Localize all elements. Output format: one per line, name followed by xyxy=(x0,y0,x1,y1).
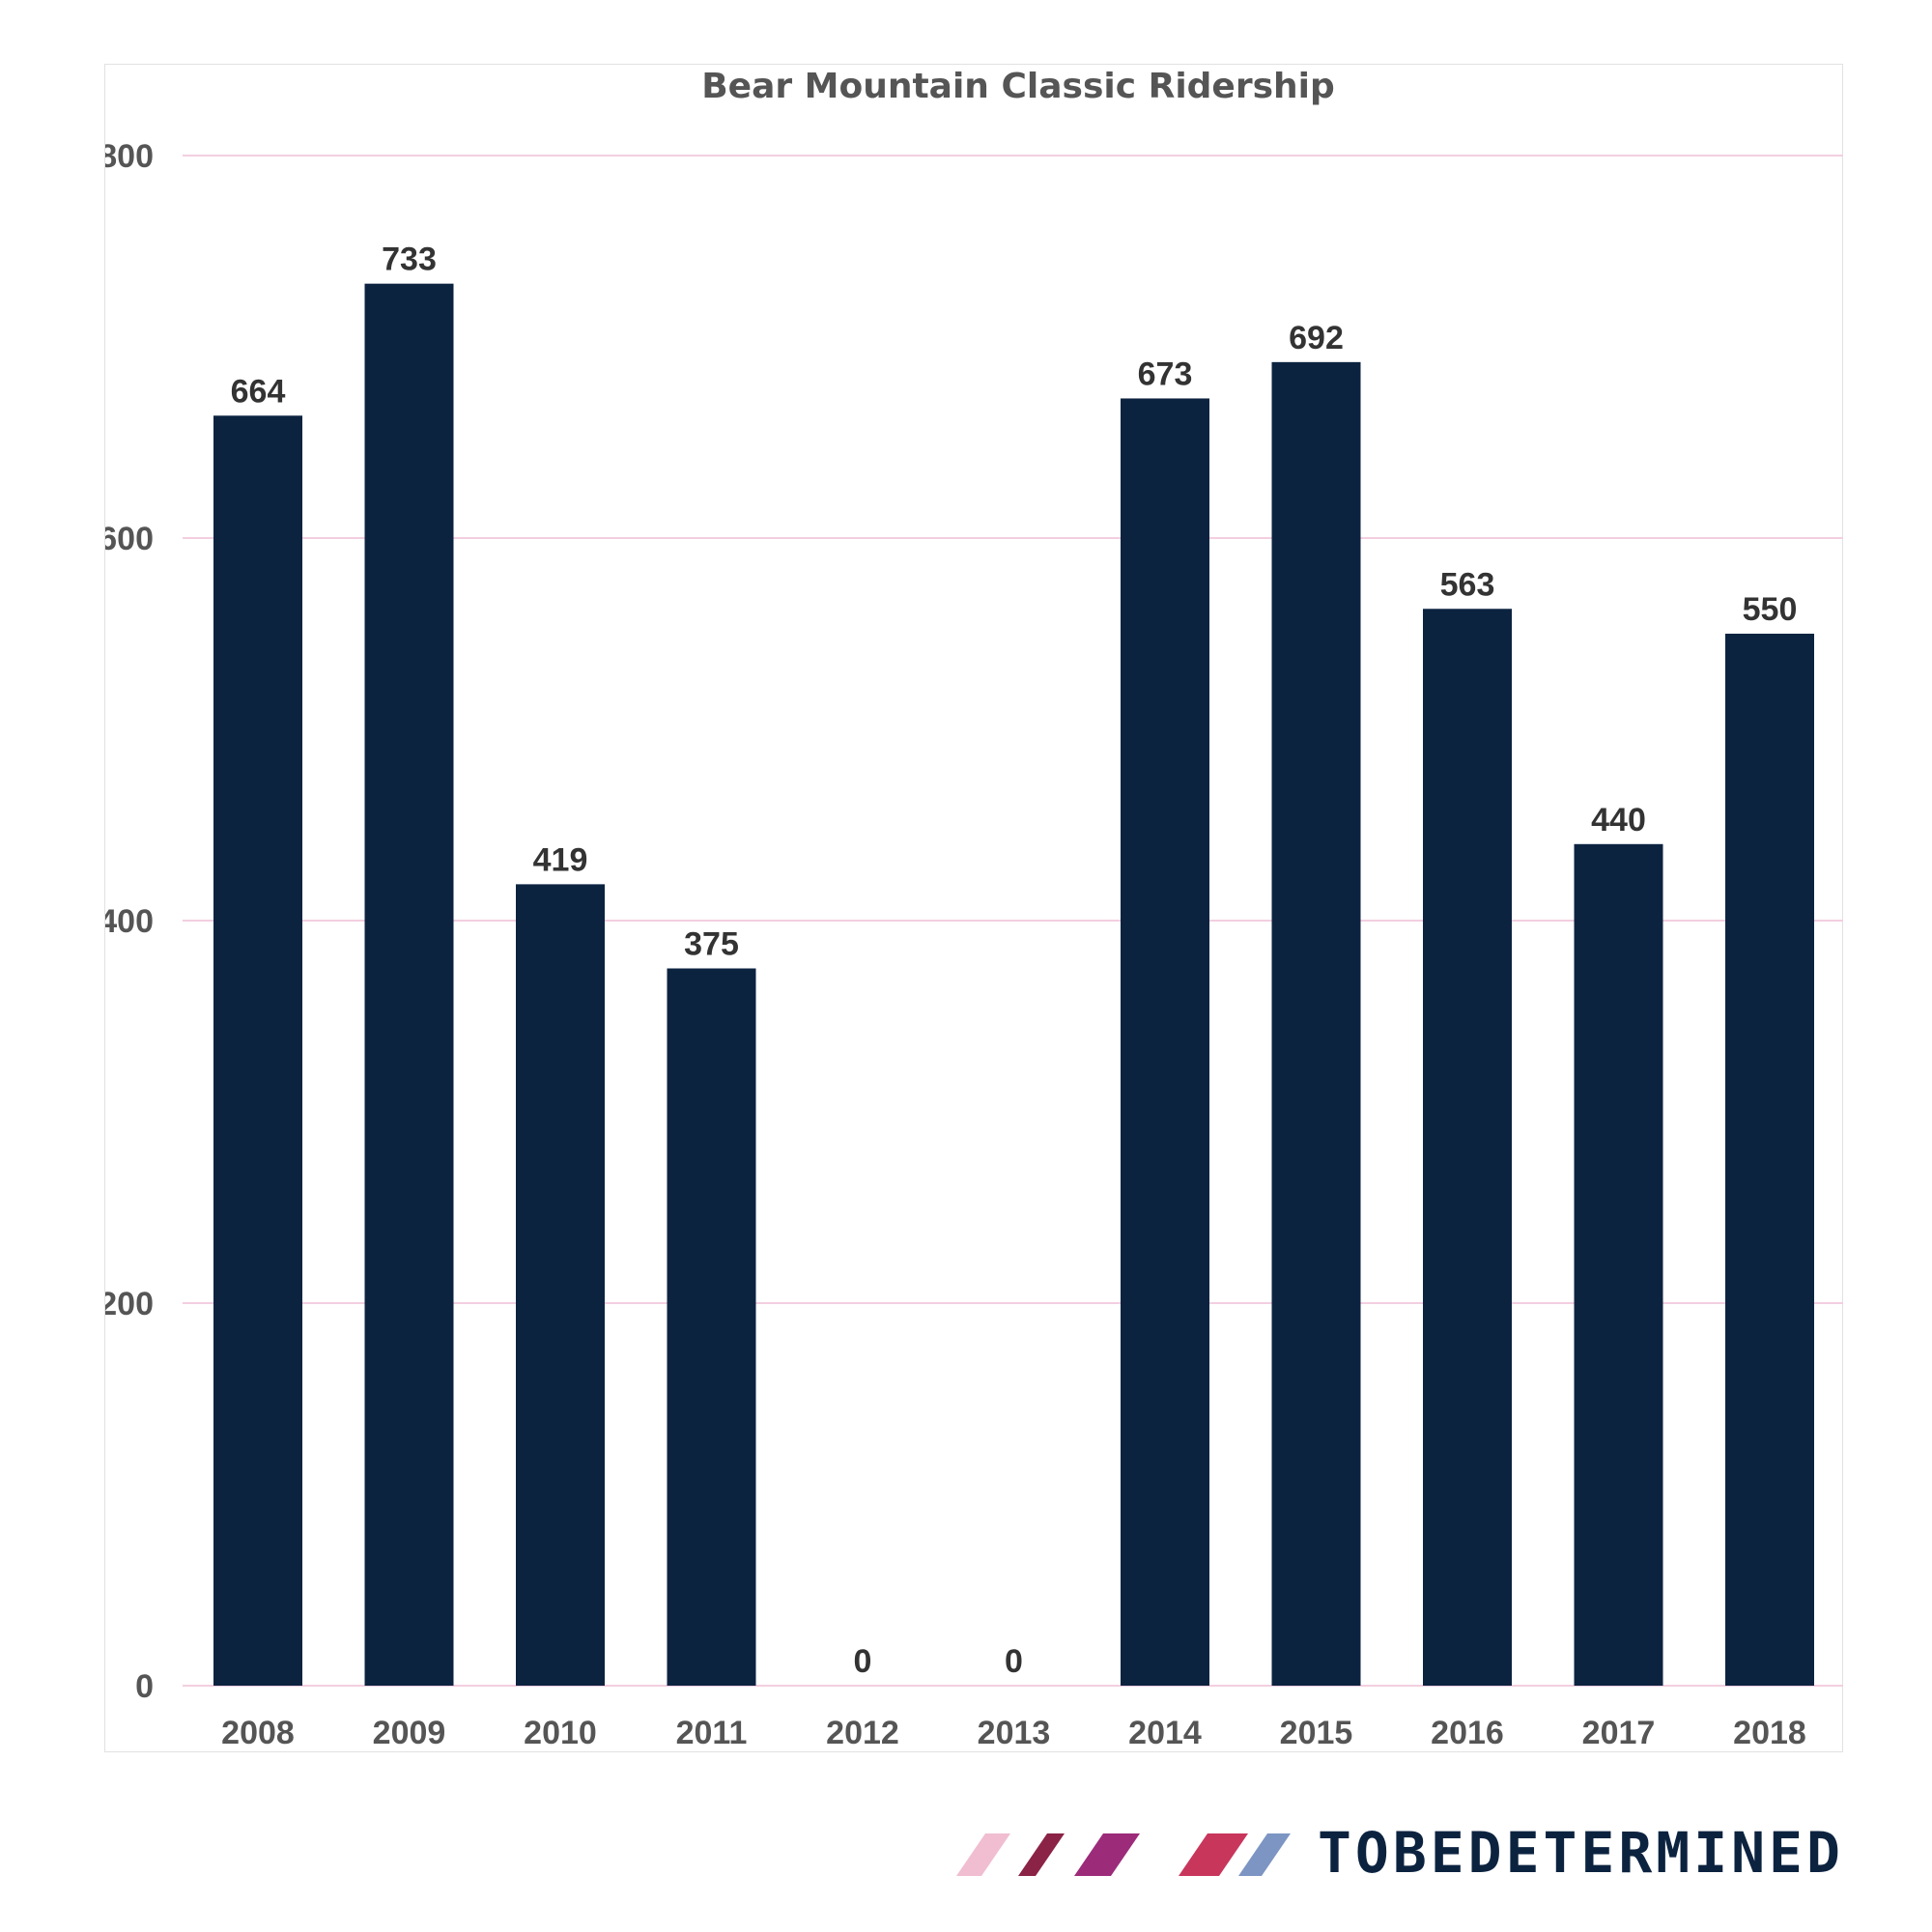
data-labels: 664 733 419 375 0 0 673 692 563 440 550 xyxy=(231,242,1798,1680)
bar-2018 xyxy=(1725,634,1814,1686)
y-axis-ticks: 0 200 400 600 800 xyxy=(105,138,154,1705)
y-tick-label: 800 xyxy=(105,138,154,175)
gridlines xyxy=(183,155,1843,1687)
bar-2010 xyxy=(516,884,605,1686)
bar-2016 xyxy=(1423,609,1512,1686)
data-label-2017: 440 xyxy=(1591,802,1646,838)
data-label-2016: 563 xyxy=(1440,566,1495,603)
y-tick-label: 400 xyxy=(105,903,154,940)
x-axis-ticks: 2008 2009 2010 2011 2012 2013 2014 2015 2016 2017… xyxy=(221,1715,1806,1751)
x-tick-label-2010: 2010 xyxy=(524,1715,597,1751)
x-tick-label-2018: 2018 xyxy=(1733,1715,1806,1751)
y-tick-label: 0 xyxy=(135,1668,154,1705)
bar-2009 xyxy=(364,283,454,1686)
bar-2015 xyxy=(1271,361,1361,1687)
data-label-2013: 0 xyxy=(1005,1643,1023,1680)
x-tick-label-2015: 2015 xyxy=(1280,1715,1353,1751)
y-tick-label: 600 xyxy=(105,521,154,557)
data-label-2009: 733 xyxy=(382,242,437,278)
bar-chart: Bear Mountain Classic Ridership 0 200 400 6… xyxy=(105,67,1843,1751)
data-label-2014: 673 xyxy=(1138,355,1193,392)
data-label-2018: 550 xyxy=(1743,591,1798,628)
brand-stripe xyxy=(956,1833,1010,1876)
x-tick-label-2008: 2008 xyxy=(221,1715,295,1751)
brand-stripe xyxy=(1018,1833,1065,1876)
data-label-2011: 375 xyxy=(684,926,739,963)
brand-logo: TOBEDETERMINED.CC xyxy=(956,1820,1855,1886)
brand-stripe xyxy=(1074,1833,1140,1876)
brand-stripes xyxy=(956,1833,1291,1876)
data-label-2015: 692 xyxy=(1289,320,1344,356)
x-tick-label-2017: 2017 xyxy=(1582,1715,1656,1751)
x-tick-label-2009: 2009 xyxy=(373,1715,446,1751)
brand-stripe xyxy=(1238,1833,1291,1876)
brand-stripe xyxy=(1179,1833,1248,1876)
bars xyxy=(213,283,1814,1687)
x-tick-label-2014: 2014 xyxy=(1128,1715,1202,1751)
bar-2011 xyxy=(667,968,756,1686)
chart-title: Bear Mountain Classic Ridership xyxy=(701,67,1335,106)
bar-2008 xyxy=(213,415,302,1686)
data-label-2008: 664 xyxy=(231,373,286,410)
data-label-2012: 0 xyxy=(854,1643,872,1680)
x-tick-label-2013: 2013 xyxy=(978,1715,1051,1751)
brand-text: TOBEDETERMINED.CC xyxy=(1318,1820,1855,1886)
data-label-2010: 419 xyxy=(533,841,588,878)
bar-2014 xyxy=(1121,398,1209,1687)
x-tick-label-2011: 2011 xyxy=(676,1715,748,1751)
bar-2017 xyxy=(1574,843,1663,1686)
chart-frame: Bear Mountain Classic Ridership 0 200 400 6… xyxy=(104,64,1843,1752)
y-tick-label: 200 xyxy=(105,1286,154,1322)
x-tick-label-2016: 2016 xyxy=(1431,1715,1504,1751)
x-tick-label-2012: 2012 xyxy=(826,1715,899,1751)
